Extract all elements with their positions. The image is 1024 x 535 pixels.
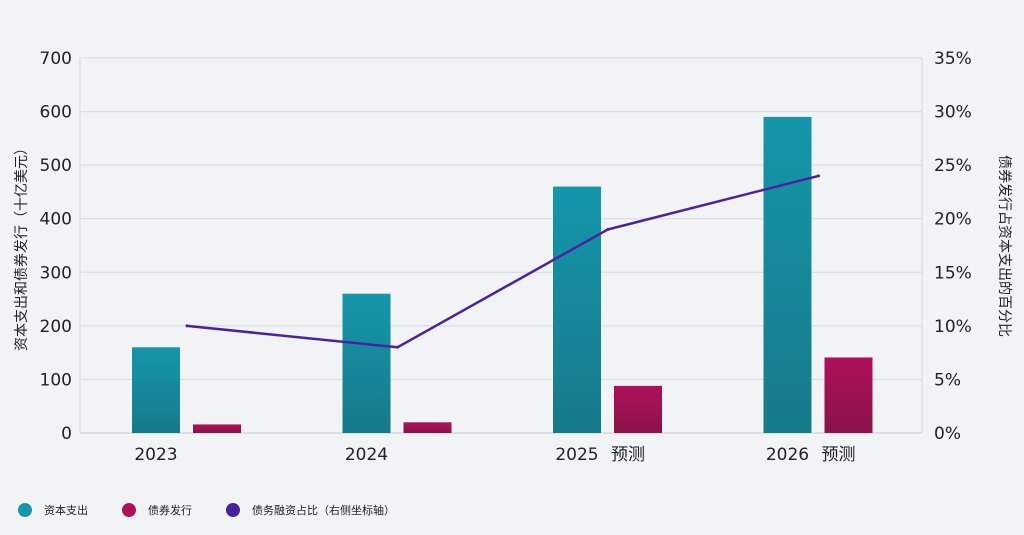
y-right-tick-label: 15% [934,263,972,283]
y-left-tick-label: 700 [40,49,72,69]
x-tick-label: 2023 [134,445,177,465]
x-tick-label: 2026 [766,445,809,465]
y-left-tick-label: 400 [40,210,72,230]
bar-capex [342,293,391,433]
y-left-tick-label: 0 [61,424,72,444]
y-right-tick-label: 10% [934,317,972,337]
legend-label-bond: 债券发行 [148,504,192,517]
legend-item-capex: 资本支出 [18,502,88,518]
bar-capex [763,116,812,433]
bar-bond [403,422,452,433]
legend-dot-debt-ratio [226,503,240,517]
y-left-tick-label: 300 [40,263,72,283]
y-left-tick-label: 500 [40,156,72,176]
y-right-tick-label: 25% [934,156,972,176]
x-tick-label: 2024 [345,445,388,465]
legend-item-debt-ratio: 债务融资占比（右侧坐标轴） [226,502,395,518]
y-right-tick-label: 0% [934,424,961,444]
debt-ratio-point [396,345,399,349]
debt-ratio-point [817,174,820,178]
legend-dot-capex [18,503,32,517]
legend-label-debt-ratio: 债务融资占比（右侧坐标轴） [252,504,395,517]
debt-ratio-line [186,174,819,349]
y-right-tick-label: 35% [934,49,972,69]
bar-bond [614,385,662,433]
legend-dot-bond [122,503,136,517]
bar-bond [193,424,241,433]
y-right-label: 债券发行占资本支出的百分比 [996,155,1012,337]
y-left-tick-label: 100 [40,370,72,390]
y-left-tick-label: 200 [40,317,72,337]
y-right-tick-label: 20% [934,210,972,230]
y-right-tick-label: 5% [934,370,961,390]
bar-capex [553,186,601,433]
bar-capex [132,347,180,433]
y-left-tick-label: 600 [40,103,72,123]
legend-label-capex: 资本支出 [44,504,88,517]
x-tick-suffix: 预测 [611,445,645,465]
y-left-label: 资本支出和债券发行（十亿美元） [14,141,30,351]
legend-item-bond: 债券发行 [122,502,192,518]
debt-ratio-point [606,227,610,231]
bar-bond [824,357,873,433]
x-tick-label: 2025 [555,445,598,465]
debt-ratio-point [185,324,189,328]
x-tick-suffix: 预测 [822,445,856,465]
y-right-tick-label: 30% [934,103,972,123]
legend: 资本支出 债券发行 债务融资占比（右侧坐标轴） [18,502,429,518]
